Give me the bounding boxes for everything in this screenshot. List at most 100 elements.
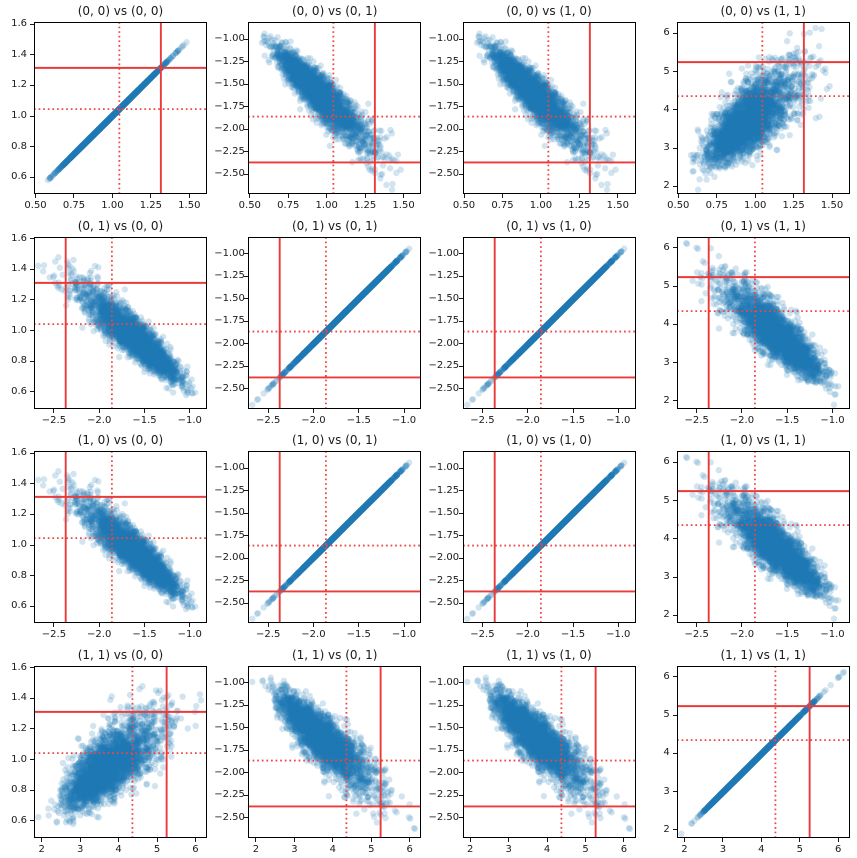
y-tick <box>672 714 677 716</box>
x-tick <box>364 194 366 198</box>
y-tick-label: −1.00 <box>428 33 460 45</box>
x-tick <box>741 408 743 413</box>
y-tick <box>30 54 34 56</box>
y-tick-label: −1.75 <box>428 744 460 756</box>
x-tick <box>41 837 43 842</box>
y-tick <box>672 71 677 73</box>
x-tick <box>683 837 685 842</box>
x-tick <box>267 623 269 627</box>
x-tick-label: 1.25 <box>353 200 377 211</box>
x-tick <box>832 623 834 627</box>
y-tick <box>672 676 677 678</box>
y-tick <box>458 749 463 751</box>
y-tick-label: 0.6 <box>11 385 27 397</box>
y-tick-label: 1.0 <box>11 324 27 336</box>
x-tick-label: 1.25 <box>782 200 805 211</box>
y-tick <box>30 391 34 393</box>
y-tick-label: −1.25 <box>214 270 245 282</box>
x-tick <box>463 194 465 198</box>
y-tick <box>458 61 463 63</box>
x-tick-label: 4 <box>329 843 336 855</box>
y-tick-label: −1.00 <box>428 676 460 688</box>
y-tick-label: −1.75 <box>428 100 460 112</box>
x-tick <box>118 837 120 842</box>
x-tick-label: 0.50 <box>24 200 47 211</box>
subplot-title: (0, 0) vs (1, 1) <box>720 4 806 18</box>
x-tick <box>696 408 698 413</box>
y-tick-label: −1.50 <box>428 721 460 733</box>
y-tick <box>672 323 677 325</box>
subplot-title: (1, 0) vs (1, 1) <box>720 433 806 447</box>
x-tick <box>754 194 756 198</box>
y-tick-label: 2 <box>663 180 670 192</box>
x-tick-label: 5 <box>582 843 589 855</box>
subplot-title: (0, 0) vs (0, 0) <box>77 4 164 18</box>
y-tick-label: −1.25 <box>428 699 460 711</box>
y-tick-label: −1.25 <box>428 55 460 67</box>
x-tick-label: −1.0 <box>820 629 845 640</box>
x-tick-label: −2.0 <box>87 414 112 426</box>
subplot-title: (0, 1) vs (1, 1) <box>720 218 806 233</box>
x-tick-label: 0.75 <box>277 200 300 211</box>
x-tick-label: 1.00 <box>315 200 338 211</box>
y-tick-label: −1.25 <box>428 484 460 496</box>
y-tick-label: 1.4 <box>11 477 27 489</box>
y-tick-label: −1.75 <box>214 315 245 327</box>
y-tick-label: −2.50 <box>428 382 460 394</box>
y-tick-label: −2.25 <box>214 574 245 586</box>
y-tick <box>30 544 34 546</box>
x-tick <box>409 837 411 842</box>
y-tick-label: 0.6 <box>11 171 27 183</box>
subplot-title: (0, 1) vs (1, 0) <box>506 218 592 233</box>
y-tick-label: −1.75 <box>214 744 245 756</box>
y-tick-label: 4 <box>663 532 670 544</box>
x-tick-label: 5 <box>368 843 375 855</box>
y-tick-label: −1.25 <box>214 55 245 67</box>
y-tick-label: 4 <box>663 747 670 759</box>
x-tick-label: 4 <box>115 843 122 855</box>
y-tick <box>30 452 34 454</box>
y-tick-label: −2.00 <box>428 337 460 349</box>
y-tick <box>458 128 463 130</box>
y-tick <box>30 759 34 761</box>
scatter-plot-canvas <box>248 22 422 194</box>
y-tick-label: −1.25 <box>214 484 245 496</box>
subplot-3-1: (1, 1) vs (0, 1) 2 3 4 5 6 −1.00 −1.25 −1.50 −1.7… <box>214 644 428 858</box>
y-tick-label: −2.25 <box>428 574 460 586</box>
y-tick <box>672 614 677 616</box>
scatter-plot-canvas <box>34 22 207 194</box>
y-tick-label: −2.25 <box>428 145 460 157</box>
x-tick-label: 6 <box>192 843 199 855</box>
y-tick-label: −2.00 <box>428 552 460 564</box>
y-tick-label: 3 <box>663 571 670 583</box>
x-tick <box>403 623 405 627</box>
x-tick-label: −1.0 <box>606 629 631 640</box>
y-tick <box>672 791 677 793</box>
y-tick <box>244 749 249 751</box>
y-tick <box>458 490 463 492</box>
x-tick <box>469 837 471 842</box>
y-tick <box>30 115 34 117</box>
x-tick <box>156 837 158 842</box>
y-tick <box>30 483 34 485</box>
y-tick <box>458 535 463 537</box>
y-tick-label: −1.50 <box>214 292 245 304</box>
subplot-title: (1, 1) vs (1, 0) <box>506 647 592 662</box>
y-tick-label: −1.75 <box>428 529 460 541</box>
scatter-plot-canvas <box>462 451 636 623</box>
x-tick <box>312 623 314 627</box>
x-tick <box>786 408 788 413</box>
y-tick-label: 1.4 <box>11 263 27 275</box>
x-tick-label: 2 <box>681 843 688 855</box>
x-tick-label: 6 <box>835 843 842 855</box>
x-tick <box>799 837 801 842</box>
y-tick <box>30 789 34 791</box>
x-tick <box>267 408 269 413</box>
y-tick <box>244 106 249 108</box>
y-tick-label: 4 <box>663 318 670 330</box>
y-tick <box>244 490 249 492</box>
subplot-2-1: (1, 0) vs (0, 1) −2.5 −2.0 −1.5 −1.0 −1.00 −1.… <box>214 429 428 644</box>
x-tick-label: −2.0 <box>729 414 755 426</box>
subplot-title: (1, 0) vs (0, 1) <box>291 433 378 447</box>
